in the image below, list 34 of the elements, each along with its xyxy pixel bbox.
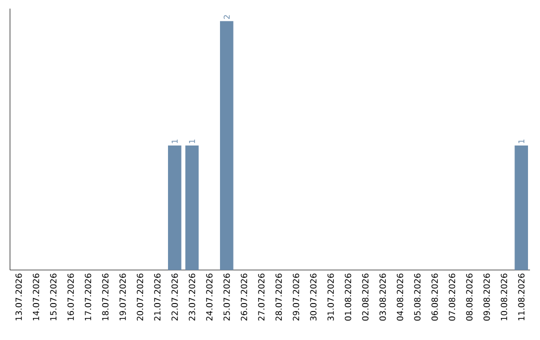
x-tick-label: 31.07.2026 xyxy=(327,274,334,321)
x-tick-label: 20.07.2026 xyxy=(136,274,144,321)
x-tick-label: 07.08.2026 xyxy=(448,274,456,321)
x-tick-label: 27.07.2026 xyxy=(258,274,265,321)
x-tick-label: 25.07.2026 xyxy=(223,274,230,321)
x-tick-label: 10.08.2026 xyxy=(500,274,508,320)
x-tick-label: 28.07.2026 xyxy=(275,274,282,321)
x-tick-label: 13.07.2026 xyxy=(15,274,22,320)
x-tick-label: 24.07.2026 xyxy=(206,274,213,321)
x-tick-label: 02.08.2026 xyxy=(362,274,369,321)
x-tick-label: 14.07.2026 xyxy=(32,274,40,320)
x-tick-label: 16.07.2026 xyxy=(67,274,74,320)
x-tick-label: 22.07.2026 xyxy=(171,274,178,321)
data-label: 1 xyxy=(189,140,195,144)
x-tick-label: 23.07.2026 xyxy=(188,274,196,321)
x-tick-label: 29.07.2026 xyxy=(292,274,300,321)
x-tick-label: 30.07.2026 xyxy=(310,274,317,321)
x-tick-label: 06.08.2026 xyxy=(431,274,438,321)
x-tick-label: 26.07.2026 xyxy=(240,274,248,321)
x-tick-label: 08.08.2026 xyxy=(466,274,473,321)
x-tick-label: 19.07.2026 xyxy=(119,274,126,320)
x-tick-label: 18.07.2026 xyxy=(102,274,109,320)
x-tick-label: 03.08.2026 xyxy=(379,274,386,321)
data-label: 1 xyxy=(518,140,524,144)
x-tick-label: 21.07.2026 xyxy=(154,274,161,321)
x-tick-label: 11.08.2026 xyxy=(518,274,525,320)
x-tick-label: 15.07.2026 xyxy=(50,274,57,320)
x-tick-label: 05.08.2026 xyxy=(414,274,421,321)
x-tick-label: 04.08.2026 xyxy=(396,274,404,321)
x-tick-label: 17.07.2026 xyxy=(84,274,92,320)
x-tick-label: 09.08.2026 xyxy=(483,274,490,321)
x-tick-label: 01.08.2026 xyxy=(344,274,352,321)
data-label: 2 xyxy=(224,15,230,19)
data-label: 1 xyxy=(172,140,178,144)
